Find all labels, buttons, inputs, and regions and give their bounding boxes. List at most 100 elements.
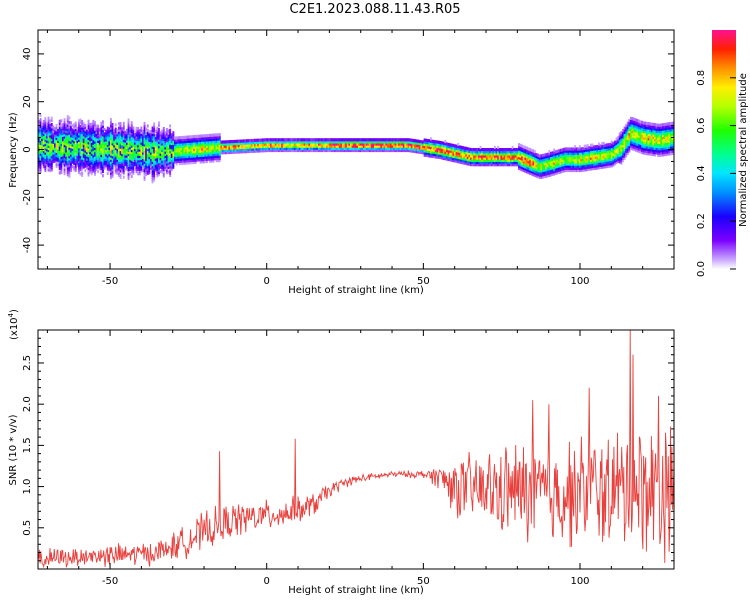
heatmap-cell [126, 128, 128, 132]
heatmap-cell [426, 145, 429, 149]
heatmap-cell [470, 147, 472, 152]
heatmap-cell [135, 161, 138, 165]
heatmap-cell [650, 124, 653, 128]
heatmap-cell [322, 146, 325, 150]
heatmap-cell [130, 140, 133, 144]
heatmap-cell [665, 133, 668, 137]
heatmap-cell [161, 131, 164, 135]
heatmap-cell [76, 157, 79, 161]
heatmap-cell [58, 145, 61, 149]
heatmap-cell [556, 152, 559, 156]
heatmap-cell [588, 159, 591, 163]
heatmap-cell [510, 158, 512, 162]
heatmap-cell [177, 149, 180, 153]
heatmap-cell [569, 168, 572, 173]
heatmap-cell [86, 129, 88, 133]
heatmap-cell [359, 146, 362, 150]
heatmap-cell [89, 151, 92, 155]
heatmap-cell [521, 166, 524, 170]
heatmap-cell [482, 160, 485, 165]
heatmap-cell [662, 133, 664, 138]
heatmap-cell [39, 126, 42, 130]
heatmap-cell [484, 148, 487, 152]
heatmap-cell [214, 135, 216, 139]
heatmap-cell [204, 142, 207, 146]
heatmap-cell [180, 138, 183, 142]
heatmap-cell [122, 164, 125, 168]
heatmap-cell [606, 164, 608, 169]
heatmap-cell [505, 154, 508, 158]
heatmap-cell [78, 164, 80, 168]
heatmap-cell [143, 167, 146, 171]
heatmap-cell [158, 166, 160, 170]
heatmap-cell [412, 147, 415, 151]
heatmap-cell [86, 153, 88, 157]
heatmap-cell [62, 125, 64, 129]
heatmap-cell [305, 140, 308, 144]
heatmap-cell [244, 143, 247, 147]
heatmap-cell [161, 170, 164, 174]
heatmap-cell [143, 121, 146, 126]
heatmap-cell [39, 129, 42, 133]
heatmap-cell [167, 133, 170, 137]
heatmap-cell [238, 146, 240, 150]
heatmap-cell [66, 149, 69, 153]
heatmap-cell [119, 143, 122, 147]
heatmap-cell [60, 164, 63, 168]
heatmap-cell [177, 140, 180, 144]
heatmap-cell [524, 145, 527, 150]
heatmap-cell [146, 141, 149, 145]
heatmap-cell [140, 128, 143, 132]
heatmap-cell [162, 146, 165, 150]
heatmap-cell [606, 143, 608, 147]
heatmap-cell [290, 144, 293, 148]
heatmap-cell [78, 155, 80, 160]
heatmap-cell [530, 150, 533, 155]
heatmap-cell [137, 144, 140, 148]
heatmap-cell [223, 142, 226, 146]
heatmap-cell [199, 149, 202, 153]
heatmap-cell [474, 158, 477, 162]
heatmap-cell [489, 152, 492, 156]
heatmap-cell [87, 167, 90, 171]
heatmap-cell [438, 153, 440, 157]
heatmap-cell [132, 171, 135, 175]
heatmap-cell [92, 169, 95, 173]
heatmap-cell [615, 137, 618, 141]
heatmap-cell [442, 152, 445, 156]
heatmap-cell [522, 162, 525, 166]
heatmap-cell [95, 163, 98, 167]
heatmap-cell [367, 146, 370, 150]
heatmap-cell [497, 163, 500, 167]
heatmap-cell [578, 153, 581, 157]
heatmap-cell [657, 145, 660, 149]
heatmap-cell [198, 158, 200, 162]
heatmap-cell [239, 141, 242, 145]
heatmap-cell [466, 160, 469, 164]
heatmap-cell [199, 151, 202, 155]
heatmap-cell [74, 166, 77, 170]
heatmap-cell [566, 156, 568, 160]
heatmap-cell [663, 125, 666, 129]
heatmap-cell [44, 162, 47, 166]
heatmap-cell [70, 162, 72, 166]
heatmap-cell [644, 147, 647, 151]
heatmap-cell [135, 137, 138, 141]
heatmap-cell [239, 139, 242, 143]
heatmap-cell [572, 166, 575, 170]
heatmap-cell [68, 116, 71, 120]
heatmap-cell [321, 138, 324, 142]
heatmap-cell [583, 155, 586, 159]
heatmap-cell [642, 149, 645, 153]
heatmap-cell [604, 163, 607, 167]
heatmap-cell [44, 168, 47, 172]
heatmap-cell [73, 123, 76, 127]
heatmap-cell [90, 159, 93, 163]
heatmap-cell [633, 117, 636, 121]
heatmap-cell [143, 132, 146, 136]
heatmap-cell [98, 134, 101, 139]
heatmap-cell [71, 132, 74, 136]
heatmap-cell [564, 166, 567, 170]
heatmap-cell [556, 160, 559, 164]
heatmap-cell [505, 156, 508, 160]
